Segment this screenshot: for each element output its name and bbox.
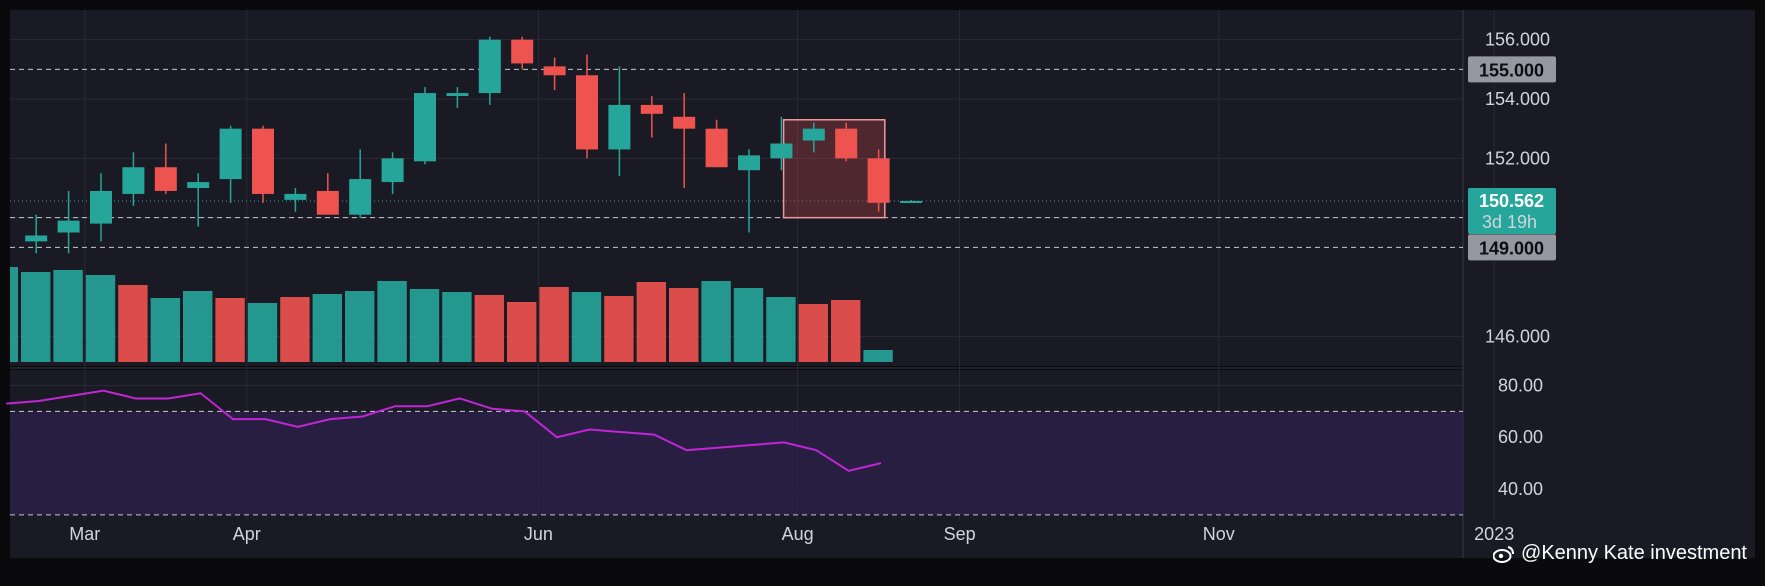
volume-bar	[280, 297, 309, 362]
volume-bar	[248, 303, 277, 362]
volume-bar	[637, 282, 666, 362]
watermark: @Kenny Kate investment	[1493, 542, 1747, 565]
price-tag-label: 149.000	[1479, 238, 1544, 258]
volume-bar	[734, 288, 763, 362]
candle-body	[284, 194, 306, 200]
volume-bar	[701, 281, 730, 362]
volume-bar	[831, 300, 860, 362]
candle-body	[252, 129, 274, 194]
volume-bar	[151, 298, 180, 362]
time-tick-label: Mar	[69, 524, 100, 544]
volume-bar	[21, 272, 50, 362]
volume-bar	[669, 288, 698, 362]
volume-bar	[215, 298, 244, 362]
volume-bar	[475, 295, 504, 362]
candle-body	[187, 182, 209, 188]
price-tick-label: 152.000	[1485, 148, 1550, 168]
volume-bar	[183, 291, 212, 362]
candle-body	[900, 201, 922, 203]
rsi-tick-label: 80.00	[1498, 376, 1543, 396]
volume-bar	[507, 302, 536, 362]
volume-bar	[442, 292, 471, 362]
candle-body	[673, 117, 695, 129]
candle-body	[90, 191, 112, 224]
rsi-tick-label: 40.00	[1498, 479, 1543, 499]
candle-body	[511, 40, 533, 64]
candle-body	[446, 93, 468, 96]
volume-bar	[604, 296, 633, 362]
volume-bar	[410, 289, 439, 362]
time-axis-pane	[10, 520, 1463, 558]
rsi-tick-label: 60.00	[1498, 427, 1543, 447]
price-tick-label: 156.000	[1485, 30, 1550, 50]
candle-body	[835, 129, 857, 159]
last-price-label: 150.562	[1479, 191, 1544, 211]
watermark-text: @Kenny Kate investment	[1521, 542, 1747, 565]
candle-body	[868, 158, 890, 203]
candle-body	[770, 144, 792, 159]
time-tick-label: Jun	[524, 524, 553, 544]
candle-body	[349, 179, 371, 215]
volume-bar	[10, 267, 18, 362]
candle-body	[25, 235, 47, 241]
time-tick-label: 2023	[1474, 524, 1514, 544]
candle-body	[58, 221, 80, 233]
candle-body	[220, 129, 242, 179]
volume-bar	[572, 292, 601, 362]
price-tick-label: 146.000	[1485, 326, 1550, 346]
volume-bar	[539, 287, 568, 362]
candle-body	[317, 191, 339, 215]
candle-body	[414, 93, 436, 161]
time-tick-label: Aug	[782, 524, 814, 544]
volume-bar	[377, 281, 406, 362]
candle-body	[382, 158, 404, 182]
candle-body	[544, 66, 566, 75]
volume-bar	[313, 294, 342, 362]
countdown-label: 3d 19h	[1482, 212, 1537, 232]
candle-body	[155, 167, 177, 191]
candle-body	[803, 129, 825, 141]
volume-bar	[118, 285, 147, 362]
rsi-band	[10, 411, 1463, 514]
candle-body	[479, 40, 501, 93]
volume-bar	[863, 350, 892, 362]
time-tick-label: Apr	[233, 524, 261, 544]
price-tag-label: 155.000	[1479, 60, 1544, 80]
candle-body	[706, 129, 728, 168]
candle-body	[641, 105, 663, 114]
volume-bar	[86, 275, 115, 362]
candle-body	[122, 167, 144, 194]
candle-body	[608, 105, 630, 150]
volume-bar	[799, 304, 828, 362]
candle-body	[576, 75, 598, 149]
volume-bar	[53, 270, 82, 362]
weibo-logo-icon	[1493, 545, 1515, 563]
volume-bar	[345, 291, 374, 362]
candle-body	[738, 155, 760, 170]
price-tick-label: 154.000	[1485, 89, 1550, 109]
volume-bar	[766, 297, 795, 362]
time-tick-label: Nov	[1203, 524, 1235, 544]
time-tick-label: Sep	[944, 524, 976, 544]
